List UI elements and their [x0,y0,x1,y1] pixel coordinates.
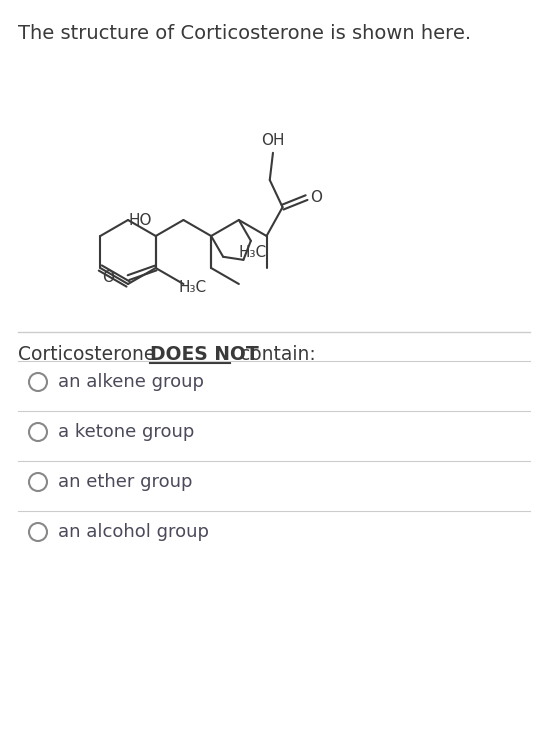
Text: O: O [311,190,323,205]
Text: DOES NOT: DOES NOT [150,344,259,364]
Text: H₃C: H₃C [178,280,206,295]
Text: H₃C: H₃C [238,245,266,260]
Text: a ketone group: a ketone group [58,423,195,441]
Text: an ether group: an ether group [58,473,192,491]
Text: an alcohol group: an alcohol group [58,523,209,541]
Text: OH: OH [261,133,285,148]
Text: O: O [102,270,115,285]
Text: HO: HO [128,213,152,228]
Text: The structure of Corticosterone is shown here.: The structure of Corticosterone is shown… [18,24,471,43]
Text: contain:: contain: [234,344,316,364]
Text: Corticosterone: Corticosterone [18,344,161,364]
Text: an alkene group: an alkene group [58,373,204,391]
